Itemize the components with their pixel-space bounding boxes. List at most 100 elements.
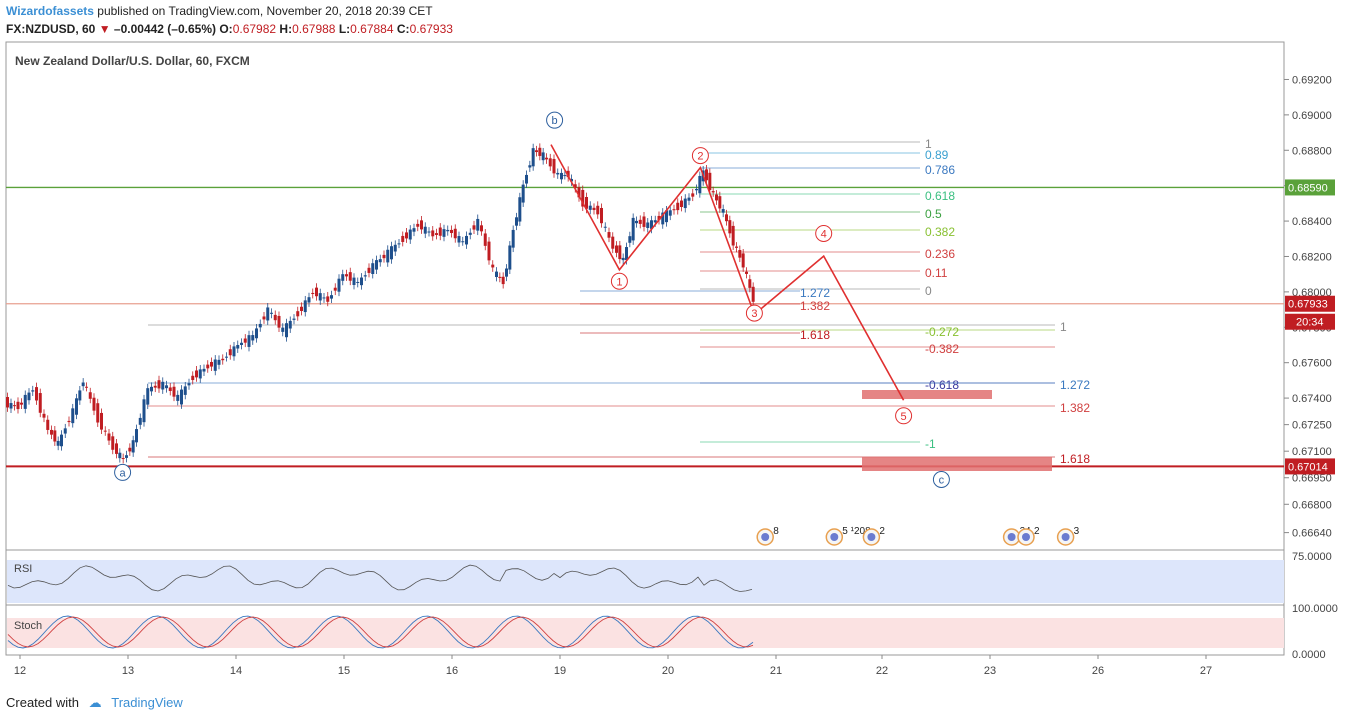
candle-body	[46, 419, 50, 430]
candle-body	[180, 389, 183, 405]
main-pane[interactable]	[5, 41, 1285, 551]
candle-body	[23, 394, 27, 409]
publish-info: Wizardofassets published on TradingView.…	[6, 4, 433, 18]
candle-body	[50, 429, 53, 435]
candle-body	[607, 232, 611, 238]
candle-body	[446, 229, 450, 232]
stoch-label: Stoch	[14, 620, 42, 632]
candle-body	[541, 152, 545, 161]
candle-body	[621, 257, 625, 261]
change: –0.00442 (–0.65%)	[113, 22, 216, 36]
candle-body	[535, 150, 538, 153]
candle-body	[187, 383, 191, 386]
event-flag-dot	[1022, 533, 1030, 541]
candle-body	[311, 292, 315, 295]
price-label: 0.67014	[1288, 461, 1328, 473]
candle-body	[6, 397, 9, 408]
candle-body	[172, 386, 176, 397]
candle-body	[718, 196, 722, 209]
candle-body	[450, 229, 453, 234]
wave-label: 2	[697, 151, 703, 163]
candle-body	[573, 184, 577, 189]
candle-body	[352, 277, 356, 285]
candle-body	[618, 245, 622, 260]
y-tick-label: 0.67250	[1292, 420, 1332, 432]
candle-body	[631, 217, 635, 241]
candle-body	[183, 386, 187, 395]
event-count: 2	[1034, 526, 1040, 537]
candle-body	[67, 420, 71, 423]
candle-body	[247, 335, 251, 347]
candle-body	[476, 218, 480, 231]
candle-body	[157, 380, 161, 389]
price-label-box	[1285, 179, 1335, 196]
y-tick-label: 0.69200	[1292, 74, 1332, 86]
candle-body	[318, 293, 322, 301]
chart-title: New Zealand Dollar/U.S. Dollar, 60, FXCM	[15, 54, 250, 68]
y-tick-label: 0.67100	[1292, 446, 1332, 458]
candle-body	[423, 226, 427, 234]
fib-label: 1	[1060, 320, 1067, 334]
candle-body	[20, 402, 23, 405]
candle-body	[515, 217, 518, 226]
candle-body	[435, 233, 438, 235]
candle-body	[665, 210, 668, 223]
event-flag-dot	[830, 533, 839, 541]
candle-body	[498, 276, 502, 278]
candle-body	[427, 231, 431, 233]
fib-label: 0.89	[925, 148, 949, 162]
candle-body	[585, 197, 588, 209]
author-link[interactable]: Wizardofassets	[6, 4, 94, 18]
candle-body	[672, 209, 676, 211]
candle-body	[390, 246, 393, 260]
fib-label: 1.272	[1060, 378, 1090, 392]
candle-body	[53, 430, 57, 442]
candle-body	[570, 178, 573, 182]
candle-body	[206, 364, 210, 369]
candle-body	[288, 320, 292, 329]
candle-body	[731, 225, 735, 246]
candle-body	[552, 158, 556, 174]
tradingview-link[interactable]: TradingView	[111, 695, 183, 710]
candle-body	[577, 187, 581, 198]
created-with: Created with	[6, 695, 79, 710]
candle-body	[560, 172, 563, 180]
candle-body	[202, 368, 206, 372]
candle-body	[581, 189, 585, 207]
candle-body	[100, 412, 103, 430]
candle-body	[748, 279, 752, 288]
candle-body	[367, 267, 371, 273]
rsi-label: RSI	[14, 563, 32, 575]
candle-body	[228, 349, 232, 356]
candle-body	[521, 184, 525, 203]
candle-body	[198, 369, 202, 379]
candle-body	[281, 327, 285, 332]
candle-body	[538, 147, 542, 156]
footer: Created with ☁ TradingView	[6, 695, 183, 711]
candle-body	[735, 246, 738, 248]
candle-body	[330, 295, 333, 299]
candle-body	[285, 323, 288, 338]
candle-body	[442, 229, 446, 237]
candle-body	[176, 394, 180, 401]
candle-body	[103, 430, 107, 432]
candle-body	[708, 172, 712, 191]
wave-label: 1	[616, 276, 622, 288]
candle-body	[511, 229, 515, 248]
x-tick-label: 15	[338, 665, 350, 677]
candle-body	[273, 314, 277, 321]
candle-body	[668, 210, 672, 216]
candle-body	[378, 259, 382, 263]
candle-body	[38, 393, 42, 413]
candle-body	[751, 286, 755, 302]
candle-body	[135, 429, 138, 443]
candle-body	[195, 370, 198, 378]
candle-body	[210, 361, 213, 367]
published-text: published on TradingView.com, November 2…	[97, 4, 433, 18]
stoch-tick: 100.0000	[1292, 603, 1338, 615]
candle-body	[92, 397, 96, 411]
candle-body	[518, 197, 522, 222]
event-count: 2	[879, 526, 885, 537]
candle-body	[588, 205, 592, 210]
